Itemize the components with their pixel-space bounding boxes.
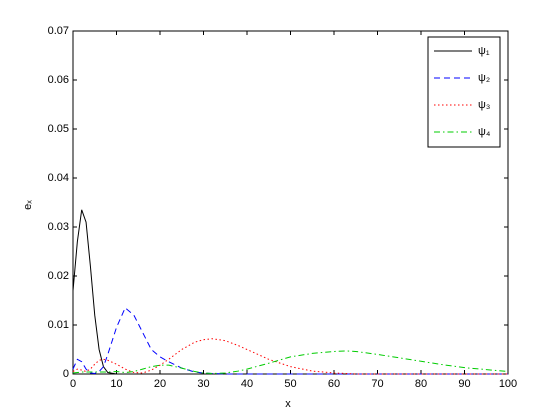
y-tick-label: 0.07 xyxy=(48,25,69,37)
y-tick-label: 0.04 xyxy=(48,172,69,184)
x-tick-label: 30 xyxy=(197,378,209,390)
y-tick-label: 0.06 xyxy=(48,74,69,86)
x-axis-label: x xyxy=(285,398,291,410)
y-axis-label: eₓ xyxy=(22,200,34,210)
legend-label: ψ₃ xyxy=(478,99,490,111)
x-tick-label: 40 xyxy=(241,378,253,390)
x-tick-label: 0 xyxy=(70,378,76,390)
x-tick-label: 100 xyxy=(499,378,517,390)
x-tick-label: 70 xyxy=(371,378,383,390)
legend-label: ψ₁ xyxy=(478,45,490,57)
series-line xyxy=(72,350,509,375)
legend-label: ψ₄ xyxy=(478,126,491,138)
x-tick-label: 50 xyxy=(284,378,296,390)
legend-label: ψ₂ xyxy=(478,72,490,84)
legend-box xyxy=(427,36,501,148)
x-tick-label: 60 xyxy=(328,378,340,390)
x-tick-label: 90 xyxy=(458,378,470,390)
y-tick-label: 0.02 xyxy=(48,270,69,282)
x-tick-label: 10 xyxy=(110,378,122,390)
y-tick-label: 0 xyxy=(63,368,69,380)
y-tick-label: 0.01 xyxy=(48,319,69,331)
x-tick-label: 80 xyxy=(415,378,427,390)
y-tick-label: 0.05 xyxy=(48,123,69,135)
y-tick-label: 0.03 xyxy=(48,221,69,233)
x-tick-label: 20 xyxy=(154,378,166,390)
series-line xyxy=(72,307,508,375)
